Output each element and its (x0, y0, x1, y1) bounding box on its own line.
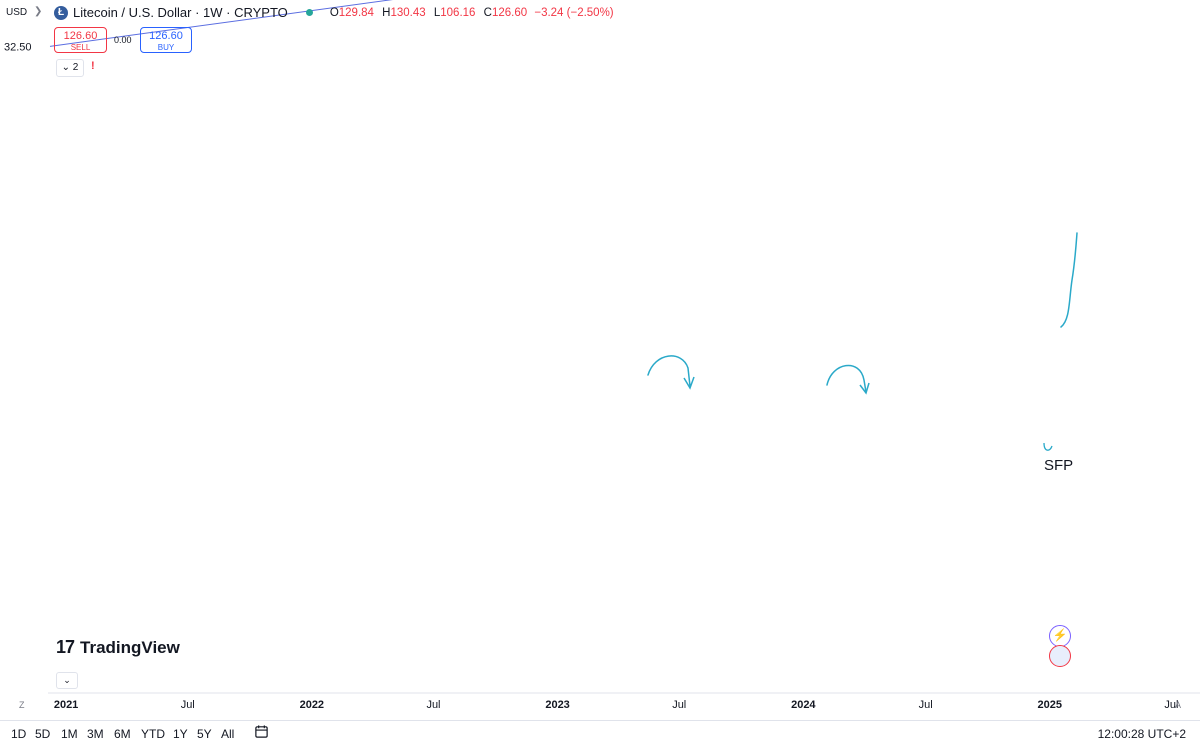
symbol-title: Litecoin / U.S. Dollar · 1W · CRYPTO (73, 5, 288, 20)
range-5d-button[interactable]: 5D (35, 727, 51, 741)
time-axis-label: 2025 (1038, 699, 1062, 711)
time-axis-label: Jul (672, 699, 686, 711)
arrow-head (683, 376, 695, 390)
sell-button[interactable]: 126.60 SELL (54, 27, 107, 53)
sfp-hook (1043, 442, 1053, 451)
clock-display[interactable]: 12:00:28 UTC+2 (1097, 727, 1186, 741)
us-flag-icon[interactable] (1049, 645, 1071, 667)
time-axis-label: 2023 (545, 699, 569, 711)
flash-icon[interactable]: ⚡ (1049, 625, 1071, 647)
time-axis-label: 2021 (54, 699, 78, 711)
tradingview-mark-icon: 17 (56, 637, 75, 657)
litecoin-logo-icon: Ł (54, 5, 68, 20)
timescale-collapse-button[interactable]: ⌄ (56, 672, 78, 689)
range-1y-button[interactable]: 1Y (173, 727, 188, 741)
range-1d-button[interactable]: 1D (11, 727, 27, 741)
hand-drawn-arrow (826, 364, 867, 393)
hand-drawn-arrow (647, 355, 691, 387)
sfp-annotation: SFP (1044, 457, 1073, 474)
hand-drawn-arrow (1060, 232, 1078, 328)
symbol-legend[interactable]: Ł Litecoin / U.S. Dollar · 1W · CRYPTO O… (54, 5, 614, 20)
time-axis-label: Jul (181, 699, 195, 711)
currency-label[interactable]: USD (6, 7, 28, 18)
time-axis-edge-left: Z (19, 700, 25, 710)
ohlc-values: O129.84 H130.43 L106.16 C126.60 −3.24 (−… (329, 6, 614, 19)
range-ytd-button[interactable]: YTD (141, 727, 165, 741)
tradingview-logo[interactable]: 17 TradingView (56, 637, 180, 657)
trendline (49, 0, 393, 47)
price-axis-label: 32.50 (4, 41, 32, 53)
range-6m-button[interactable]: 6M (114, 727, 131, 741)
range-5y-button[interactable]: 5Y (197, 727, 212, 741)
bottom-toolbar: 1D 5D 1M 3M 6M YTD 1Y 5Y All 12:00:28 UT… (0, 720, 1200, 752)
calendar-icon[interactable] (254, 724, 269, 739)
range-1m-button[interactable]: 1M (61, 727, 78, 741)
time-axis-label: Jul (919, 699, 933, 711)
time-axis-label: Jul (426, 699, 440, 711)
spread-value: 0.00 (114, 35, 132, 45)
price-change: −3.24 (−2.50%) (534, 6, 614, 19)
time-axis-label: 2022 (300, 699, 324, 711)
range-3m-button[interactable]: 3M (87, 727, 104, 741)
buy-button[interactable]: 126.60 BUY (140, 27, 192, 53)
time-axis-edge-right: A (1175, 700, 1181, 710)
time-axis-label: Jul (1164, 699, 1178, 711)
arrow-head (859, 382, 870, 395)
warning-icon[interactable]: ! (91, 60, 95, 72)
range-all-button[interactable]: All (221, 727, 235, 741)
indicators-toggle[interactable]: ⌄ 2 (56, 59, 84, 77)
time-axis-label: 2024 (791, 699, 816, 711)
market-status-icon (305, 9, 313, 16)
chevron-down-icon[interactable]: ❯ (34, 6, 43, 17)
